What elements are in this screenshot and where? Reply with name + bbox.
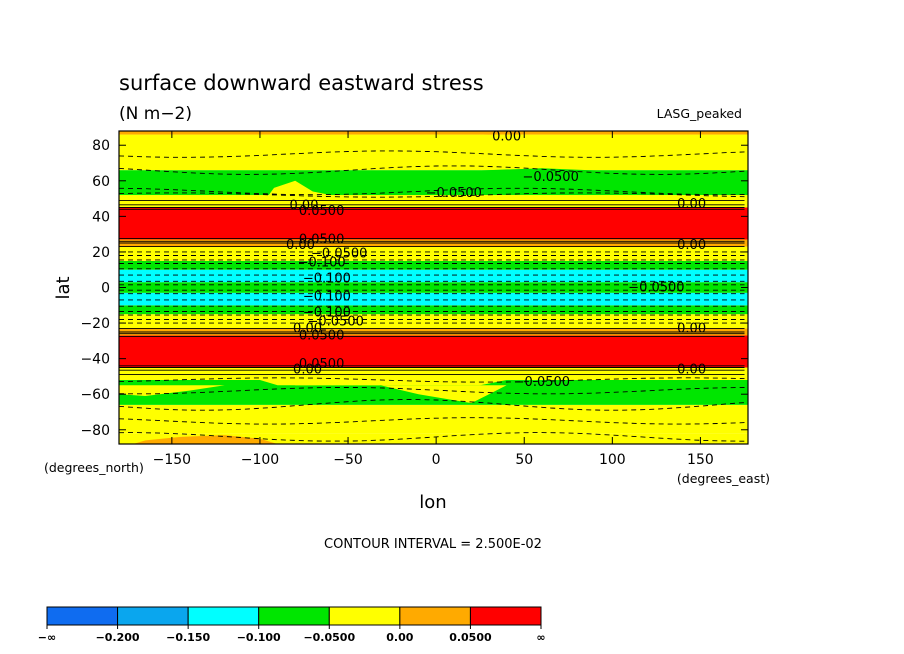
band-9 <box>119 282 748 293</box>
contour-label-13: −0.100 <box>303 289 351 304</box>
colorbar-swatch-1 <box>117 606 189 626</box>
band-8 <box>119 292 748 306</box>
chart-title: surface downward eastward stress <box>119 71 484 95</box>
contour-label-10: 0.00 <box>677 238 706 253</box>
colorbar-label-3: −0.100 <box>237 631 281 644</box>
colorbar-label-0: −∞ <box>38 631 56 644</box>
contour-label-18: 0.00 <box>677 321 706 336</box>
region-patch-0 <box>295 168 748 195</box>
band-14 <box>119 207 748 240</box>
colorbar-label-4: −0.0500 <box>303 631 355 644</box>
colorbar-swatch-2 <box>187 606 260 626</box>
y-tick-label-3: −20 <box>80 316 110 332</box>
x-axis-label: lon <box>419 492 446 513</box>
contour-label-7: 0.00 <box>286 238 315 253</box>
colorbar-label-6: 0.0500 <box>449 631 492 644</box>
contour-label-20: 0.00 <box>293 362 322 377</box>
contour-label-6: 0.0500 <box>299 232 345 247</box>
contour-label-11: −0.100 <box>303 272 351 287</box>
colorbar-swatch-0 <box>46 606 119 626</box>
contour-label-19: 0.0500 <box>299 357 345 372</box>
contour-label-1: −0.0500 <box>522 170 578 185</box>
x-tick-label-3: 0 <box>432 452 441 468</box>
region-patch-6 <box>133 435 278 444</box>
contour-label-17: 0.0500 <box>299 329 345 344</box>
contour-label-4: 0.0500 <box>299 204 345 219</box>
y-axis-label: lat <box>53 276 74 299</box>
contour-label-3: 0.00 <box>290 199 319 214</box>
x-units-label: (degrees_east) <box>677 471 770 486</box>
x-tick-label-6: 150 <box>687 452 714 468</box>
contour-line-2 <box>119 399 745 411</box>
region-patch-7 <box>348 131 595 135</box>
contour-label-0: 0.00 <box>492 129 521 144</box>
colorbar-swatch-6 <box>469 606 542 626</box>
band-17 <box>119 134 748 171</box>
y-tick-label-5: 20 <box>92 245 110 261</box>
contour-label-9: −0.100 <box>298 256 346 271</box>
y-tick-label-0: −80 <box>80 423 110 439</box>
region-patch-4 <box>119 372 748 386</box>
model-label: LASG_peaked <box>657 106 742 121</box>
contour-label-8: −0.0500 <box>311 247 367 262</box>
y-tick-label-1: −60 <box>80 387 110 403</box>
contour-label-22: −0.0500 <box>514 375 570 390</box>
contour-label-15: −0.0500 <box>308 314 364 329</box>
contour-label-21: 0.00 <box>677 362 706 377</box>
plot-area <box>119 131 748 444</box>
band-12 <box>119 246 748 261</box>
colorbar-label-7: ∞ <box>536 631 545 644</box>
band-11 <box>119 260 748 270</box>
colorbar-swatch-4 <box>328 606 401 626</box>
contour-label-5: 0.00 <box>677 197 706 212</box>
colorbar: −∞ −0.200 −0.150 −0.100 −0.0500 0.00 0.0500 ∞ <box>38 606 546 644</box>
y-tick-label-2: −40 <box>80 352 110 368</box>
chart-units: (N m−2) <box>119 104 192 124</box>
y-tick-label-4: 0 <box>101 281 110 297</box>
y-tick-label-6: 40 <box>92 209 110 225</box>
band-4 <box>119 335 748 368</box>
region-patch-2 <box>119 177 296 195</box>
colorbar-swatch-5 <box>399 606 471 626</box>
band-0 <box>119 433 748 444</box>
region-patch-3 <box>268 180 331 195</box>
y-tick-label-7: 60 <box>92 174 110 190</box>
band-6 <box>119 314 748 329</box>
x-tick-label-5: 100 <box>599 452 626 468</box>
contour-interval-text: CONTOUR INTERVAL = 2.500E-02 <box>324 537 542 552</box>
contour-label-12: −0.0500 <box>628 281 684 296</box>
colorbar-label-2: −0.150 <box>166 631 210 644</box>
region-patch-5 <box>295 381 507 404</box>
contour-label-2: −0.0500 <box>426 186 482 201</box>
y-tick-label-8: 80 <box>92 138 110 154</box>
x-tick-label-2: −50 <box>333 452 363 468</box>
x-tick-label-4: 50 <box>515 452 533 468</box>
contour-label-16: 0.00 <box>293 321 322 336</box>
colorbar-label-1: −0.200 <box>96 631 140 644</box>
x-tick-label-1: −100 <box>241 452 279 468</box>
x-tick-label-0: −150 <box>153 452 191 468</box>
band-10 <box>119 269 748 283</box>
colorbar-label-5: 0.00 <box>386 631 413 644</box>
contour-label-14: −0.100 <box>303 305 351 320</box>
y-units-label: (degrees_north) <box>44 460 144 475</box>
region-patch-8 <box>119 385 225 396</box>
colorbar-swatch-3 <box>258 606 330 626</box>
band-7 <box>119 305 748 315</box>
